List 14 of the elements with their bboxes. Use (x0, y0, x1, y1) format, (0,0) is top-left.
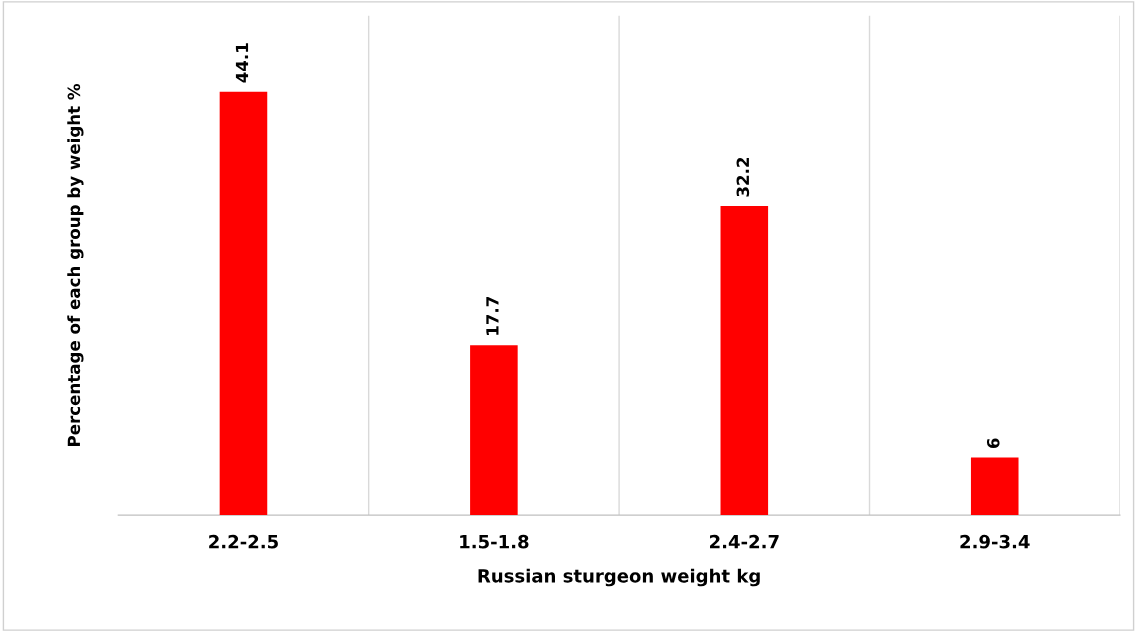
data-label: 44.1 (235, 43, 249, 83)
bar (470, 345, 518, 516)
x-tick-label: 2.4-2.7 (710, 534, 779, 549)
bar (970, 457, 1019, 516)
x-tick-label: 2.2-2.5 (209, 534, 278, 549)
bar (219, 91, 268, 516)
bar (720, 205, 769, 516)
data-label: 17.7 (486, 297, 499, 335)
x-tick-label: 2.9-3.4 (960, 534, 1030, 549)
data-label: 6 (986, 438, 1000, 449)
data-label: 32.2 (736, 157, 750, 197)
x-axis-title: Russian sturgeon weight kg (478, 568, 760, 587)
x-tick-label: 1.5-1.8 (460, 534, 529, 549)
y-axis-title: Percentage of each group by weight % (67, 83, 84, 446)
